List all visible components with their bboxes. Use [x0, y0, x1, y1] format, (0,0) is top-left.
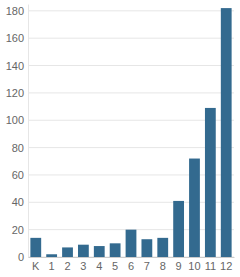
y-tick-label: 20: [12, 224, 24, 236]
bar: [94, 246, 105, 257]
y-tick: 0: [18, 251, 28, 263]
bar: [30, 238, 41, 257]
x-tick-label: 8: [160, 260, 166, 272]
y-tick: 40: [12, 196, 28, 208]
x-tick-label: 4: [96, 260, 102, 272]
grid-line: [28, 120, 234, 121]
x-tick: 1: [49, 257, 55, 272]
bar: [78, 245, 89, 257]
x-tick: 10: [188, 257, 200, 272]
x-tick: 9: [176, 257, 182, 272]
y-tick-label: 80: [12, 142, 24, 154]
x-tick-label: 6: [128, 260, 134, 272]
chart-container: 020406080100120140160180K123456789101112: [0, 0, 240, 277]
x-tick-label: 3: [80, 260, 86, 272]
bar: [189, 159, 200, 257]
plot-area: 020406080100120140160180K123456789101112: [6, 5, 235, 272]
x-axis: K123456789101112: [29, 257, 235, 272]
bar: [157, 238, 168, 257]
bar: [126, 230, 137, 257]
y-axis: 0 20 40 60 80 100 120 140 160 180: [6, 5, 29, 264]
grid-line: [28, 92, 234, 93]
x-tick: 6: [128, 257, 134, 272]
y-tick: 180: [6, 5, 28, 17]
y-tick-label: 0: [18, 251, 24, 263]
y-tick: 100: [6, 114, 28, 126]
bar: [110, 243, 121, 257]
grid-line: [28, 147, 234, 148]
x-tick: 11: [205, 257, 216, 272]
x-tick-label: 7: [144, 260, 150, 272]
grid-line: [28, 65, 234, 66]
bar: [205, 108, 216, 257]
y-tick: 20: [12, 224, 28, 236]
x-tick: 3: [80, 257, 86, 272]
bars: [30, 8, 231, 257]
x-tick-label: 9: [176, 260, 182, 272]
y-axis-line: [28, 5, 29, 258]
x-tick-label: 11: [205, 260, 216, 272]
y-tick-label: 160: [6, 32, 24, 44]
y-tick: 60: [12, 169, 28, 181]
x-tick: K: [32, 257, 40, 272]
bar: [173, 201, 184, 257]
x-tick-label: K: [32, 260, 40, 272]
y-tick: 160: [6, 32, 28, 44]
grid-line: [28, 38, 234, 39]
x-tick: 2: [64, 257, 70, 272]
y-tick-label: 100: [6, 114, 24, 126]
x-tick-label: 2: [64, 260, 70, 272]
bar: [141, 239, 152, 257]
bar: [46, 254, 57, 257]
y-tick-label: 60: [12, 169, 24, 181]
grid-line: [28, 202, 234, 203]
x-tick: 8: [160, 257, 166, 272]
x-tick-label: 10: [188, 260, 200, 272]
x-tick-label: 1: [49, 260, 55, 272]
x-tick: 4: [96, 257, 102, 272]
grid-line: [28, 10, 234, 11]
x-tick: 12: [220, 257, 232, 272]
y-tick-label: 40: [12, 196, 24, 208]
chart-svg: 020406080100120140160180K123456789101112: [0, 0, 240, 277]
bar: [221, 8, 232, 257]
grid: [28, 11, 234, 257]
y-tick: 80: [12, 142, 28, 154]
y-tick: 120: [6, 87, 28, 99]
y-tick-label: 120: [6, 87, 24, 99]
x-tick-label: 12: [220, 260, 232, 272]
bar: [62, 247, 73, 257]
x-tick: 7: [144, 257, 150, 272]
grid-line: [28, 174, 234, 175]
y-tick-label: 140: [6, 60, 24, 72]
y-tick-label: 180: [6, 5, 24, 17]
x-tick-label: 5: [112, 260, 118, 272]
x-tick: 5: [112, 257, 118, 272]
y-tick: 140: [6, 60, 28, 72]
x-axis-line: [29, 257, 235, 258]
